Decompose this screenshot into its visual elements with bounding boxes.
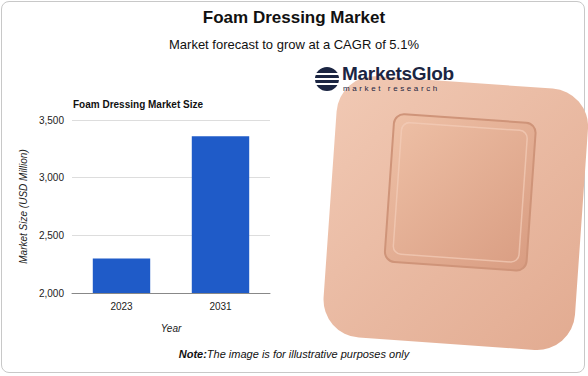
html-text:Market forecast to grow at a C: Market forecast to grow at a CAGR of 5.1… xyxy=(169,37,419,52)
svg-text:3,000: 3,000 xyxy=(39,172,64,183)
svg-text:Foam Dressing Market Size: Foam Dressing Market Size xyxy=(73,99,203,110)
html-text:MarketsGlob: MarketsGlob xyxy=(342,63,454,84)
svg-text:2031: 2031 xyxy=(209,301,232,312)
html-text:Note: The image is for illustr: Note: The image is for illustrative purp… xyxy=(178,348,410,360)
svg-text:2,500: 2,500 xyxy=(39,230,64,241)
svg-text:2,000: 2,000 xyxy=(39,288,64,299)
svg-text:Year: Year xyxy=(161,323,182,334)
svg-text:Market Size (USD Million): Market Size (USD Million) xyxy=(18,149,29,263)
html-text:Foam Dressing Market: Foam Dressing Market xyxy=(202,8,386,27)
svg-text:3,500: 3,500 xyxy=(39,115,64,126)
html-text:market research: market research xyxy=(343,84,440,93)
svg-text:2023: 2023 xyxy=(110,301,133,312)
